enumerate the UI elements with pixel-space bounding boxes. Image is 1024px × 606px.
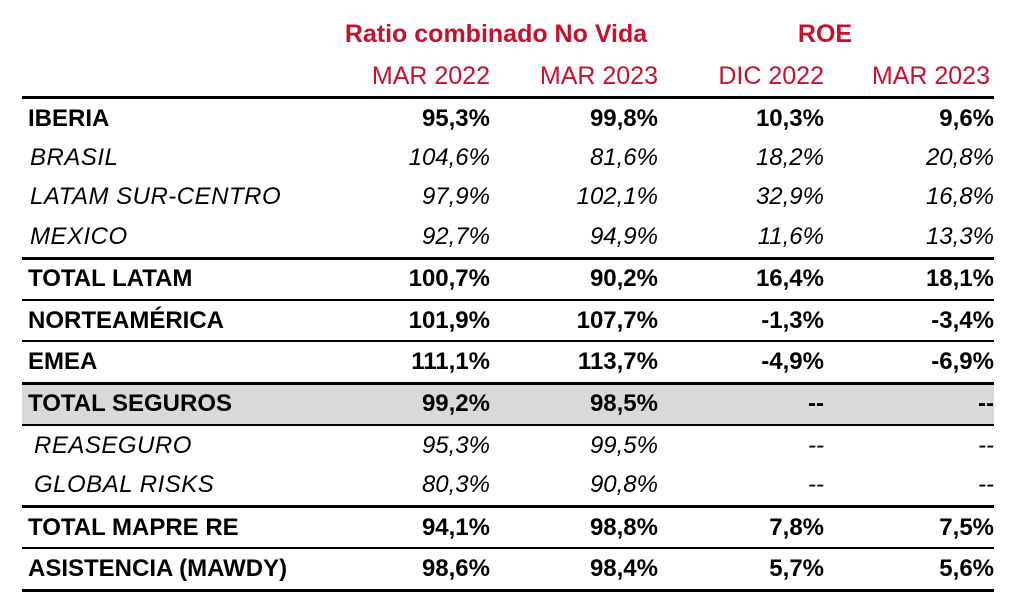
row-label: TOTAL MAPRE RE <box>22 504 320 549</box>
value-cell: 111,1% <box>320 340 490 384</box>
value-cell: 95,3% <box>320 96 490 139</box>
value-cell: 7,5% <box>824 504 994 549</box>
value-cell: 32,9% <box>755 183 824 211</box>
value-cell: 95,3% <box>320 424 490 466</box>
value-cell: 94,1% <box>320 504 490 549</box>
value-cell: -- <box>658 424 824 466</box>
row-label: GLOBAL RISKS <box>34 471 215 499</box>
col-header-dic-2022: DIC 2022 <box>718 62 824 90</box>
value-cell: 81,6% <box>589 144 658 172</box>
value-cell: 98,8% <box>490 504 658 549</box>
value-cell: 9,6% <box>824 96 994 139</box>
table-row: IBERIA 95,3% 99,8% 10,3% 9,6% <box>22 96 994 139</box>
value-cell: 97,9% <box>421 183 490 211</box>
value-cell: 10,3% <box>658 96 824 139</box>
value-cell: 99,8% <box>490 96 658 139</box>
value-cell: 5,6% <box>824 547 994 592</box>
value-cell: -- <box>824 381 994 426</box>
value-cell: -3,4% <box>824 298 994 342</box>
value-cell: 13,3% <box>925 222 994 250</box>
table-row: BRASIL 104,6% 81,6% 18,2% 20,8% <box>22 138 994 177</box>
value-cell: 18,2% <box>755 144 824 172</box>
value-cell: 113,7% <box>490 340 658 384</box>
value-cell: 18,1% <box>824 256 994 300</box>
table-row: TOTAL LATAM 100,7% 90,2% 16,4% 18,1% <box>22 256 994 300</box>
value-cell: -- <box>978 471 994 499</box>
table-row: MEXICO 92,7% 94,9% 11,6% 13,3% <box>22 217 994 258</box>
value-cell: 98,4% <box>490 547 658 592</box>
value-cell: 92,7% <box>421 222 490 250</box>
value-cell: -4,9% <box>658 340 824 384</box>
value-cell: 16,4% <box>658 256 824 300</box>
value-cell: 99,5% <box>490 424 658 466</box>
value-cell: 5,7% <box>658 547 824 592</box>
table-row: ASISTENCIA (MAWDY) 98,6% 98,4% 5,7% 5,6% <box>22 547 994 592</box>
row-label: TOTAL SEGUROS <box>22 381 320 426</box>
value-cell: 101,9% <box>320 298 490 342</box>
value-cell: 100,7% <box>320 256 490 300</box>
ratio-combinado-header: Ratio combinado No Vida <box>344 20 648 48</box>
value-cell: -6,9% <box>824 340 994 384</box>
value-cell: -- <box>824 424 994 466</box>
row-label: TOTAL LATAM <box>22 256 320 300</box>
data-table: IBERIA 95,3% 99,8% 10,3% 9,6% BRASIL 104… <box>22 96 994 592</box>
value-cell: 90,2% <box>490 256 658 300</box>
table-row: EMEA 111,1% 113,7% -4,9% -6,9% <box>22 340 994 384</box>
col-header-mar-2023-ratio: MAR 2023 <box>539 62 658 90</box>
value-cell: 11,6% <box>757 222 824 250</box>
col-header-mar-2022: MAR 2022 <box>371 62 490 90</box>
value-cell: 104,6% <box>408 144 490 172</box>
table-row: GLOBAL RISKS 80,3% 90,8% -- -- <box>22 466 994 507</box>
value-cell: 80,3% <box>421 471 490 499</box>
value-cell: -- <box>808 471 824 499</box>
row-label: REASEGURO <box>22 424 320 466</box>
value-cell: 7,8% <box>658 504 824 549</box>
value-cell: 90,8% <box>589 471 658 499</box>
row-label: MEXICO <box>30 222 128 250</box>
value-cell: 94,9% <box>589 222 658 250</box>
row-label: LATAM SUR-CENTRO <box>30 183 282 211</box>
value-cell: 99,2% <box>320 381 490 426</box>
value-cell: 16,8% <box>925 183 994 211</box>
table-row: REASEGURO 95,3% 99,5% -- -- <box>22 424 994 466</box>
value-cell: 98,6% <box>320 547 490 592</box>
value-cell: 20,8% <box>925 144 994 172</box>
roe-header: ROE <box>797 20 853 48</box>
table-row: TOTAL MAPRE RE 94,1% 98,8% 7,8% 7,5% <box>22 504 994 549</box>
value-cell: -- <box>658 381 824 426</box>
value-cell: -1,3% <box>658 298 824 342</box>
value-cell: 102,1% <box>576 183 658 211</box>
table-row: LATAM SUR-CENTRO 97,9% 102,1% 32,9% 16,8… <box>22 178 994 217</box>
value-cell: 98,5% <box>490 381 658 426</box>
row-label: BRASIL <box>30 144 119 172</box>
row-label: EMEA <box>22 340 320 384</box>
col-header-mar-2023-roe: MAR 2023 <box>871 62 990 90</box>
table-row: TOTAL SEGUROS 99,2% 98,5% -- -- <box>22 381 994 426</box>
value-cell: 107,7% <box>490 298 658 342</box>
row-label: NORTEAMÉRICA <box>22 298 320 342</box>
row-label: ASISTENCIA (MAWDY) <box>22 547 320 592</box>
table-row: NORTEAMÉRICA 101,9% 107,7% -1,3% -3,4% <box>22 298 994 342</box>
row-label: IBERIA <box>22 96 320 139</box>
